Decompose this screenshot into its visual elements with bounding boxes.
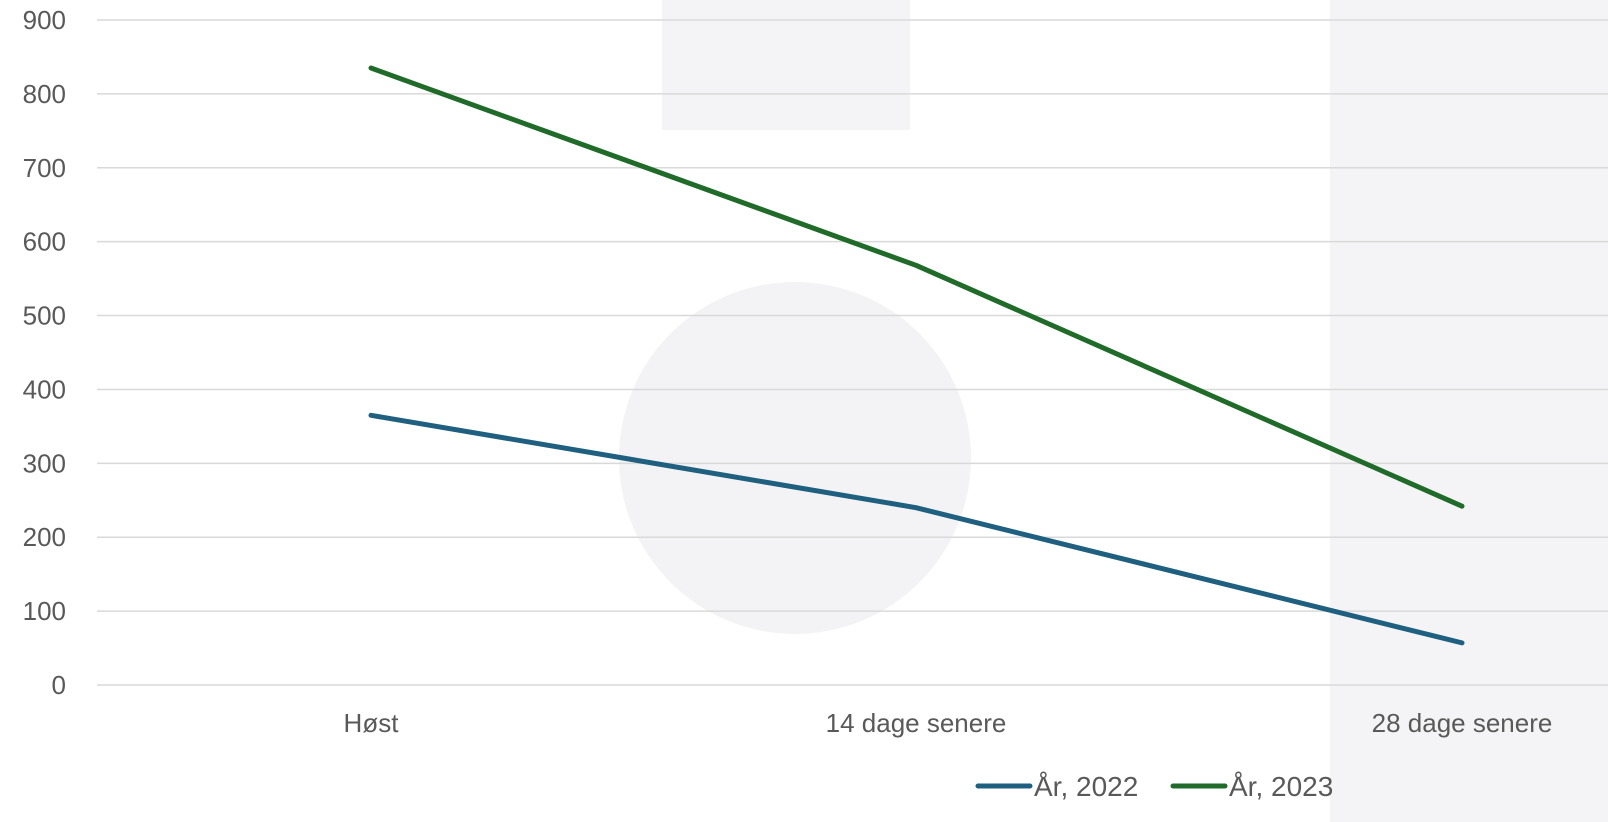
x-tick-label: Høst xyxy=(344,708,400,738)
legend: År, 2022 År, 2023 xyxy=(975,771,1333,802)
x-tick-label: 28 dage senere xyxy=(1372,708,1553,738)
background-panel-right xyxy=(1330,0,1608,822)
y-tick-label: 700 xyxy=(23,153,66,183)
y-axis-ticks: 0 100 200 300 400 500 600 700 800 900 xyxy=(23,5,66,700)
y-tick-label: 600 xyxy=(23,227,66,257)
y-tick-label: 300 xyxy=(23,448,66,478)
y-tick-label: 500 xyxy=(23,301,66,331)
x-axis-ticks: Høst 14 dage senere 28 dage senere xyxy=(344,708,1553,738)
legend-label: År, 2023 xyxy=(1229,771,1333,802)
y-tick-label: 400 xyxy=(23,374,66,404)
series-lines xyxy=(368,65,1465,646)
y-tick-label: 200 xyxy=(23,522,66,552)
background-circle xyxy=(619,282,971,634)
y-tick-label: 0 xyxy=(52,670,66,700)
gridlines xyxy=(97,19,1608,686)
series-line-1 xyxy=(368,412,1465,646)
legend-label: År, 2022 xyxy=(1034,771,1138,802)
x-tick-label: 14 dage senere xyxy=(826,708,1007,738)
background-panel-top xyxy=(662,0,910,130)
y-tick-label: 100 xyxy=(23,596,66,626)
y-tick-label: 900 xyxy=(23,5,66,35)
series-line-2 xyxy=(368,65,1465,509)
background-decoration xyxy=(619,0,1608,822)
y-tick-label: 800 xyxy=(23,79,66,109)
